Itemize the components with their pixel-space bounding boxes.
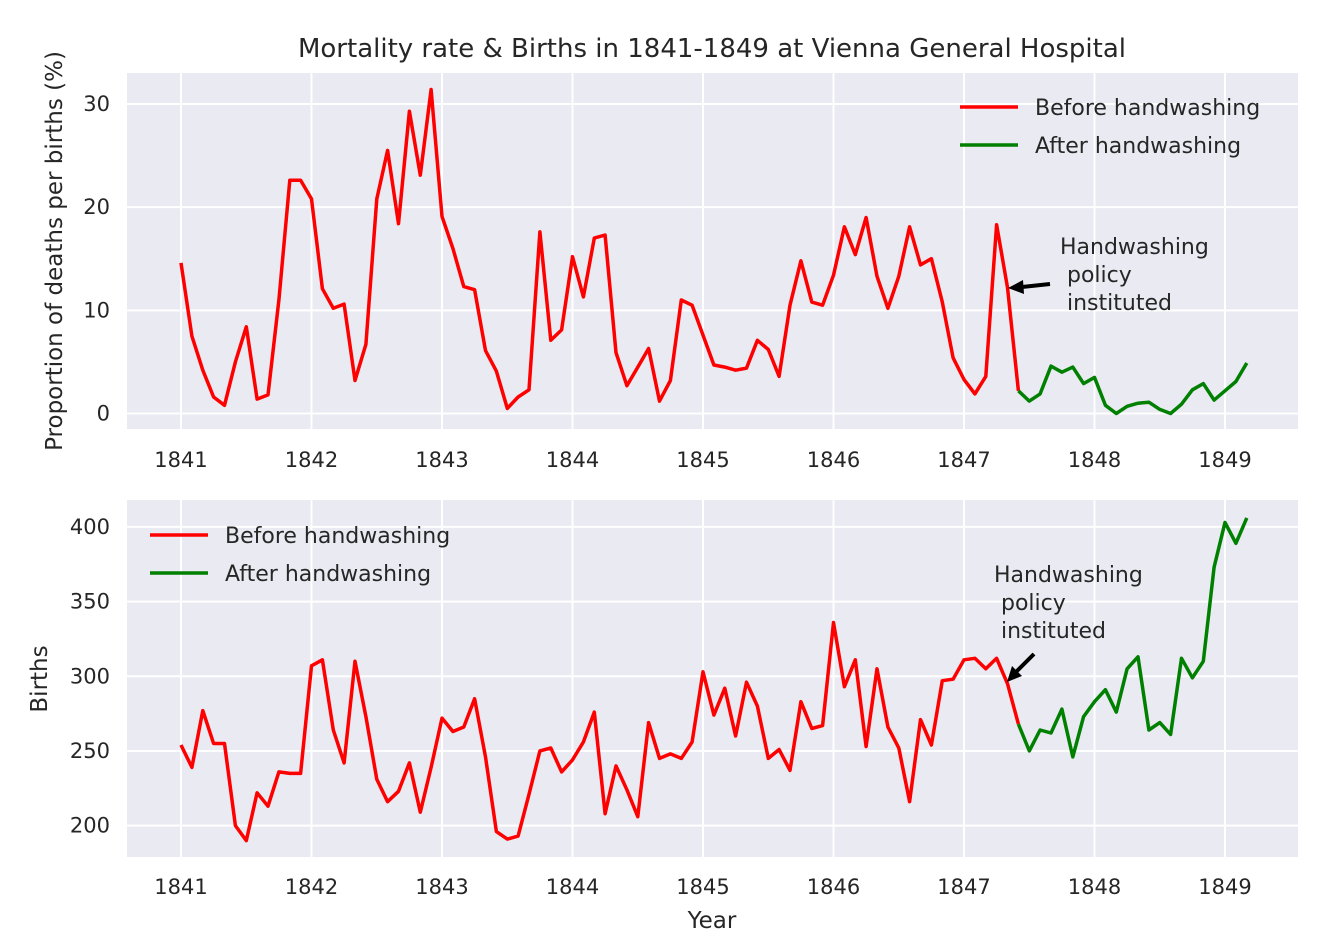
mortality-annotation-line-2: policy xyxy=(1060,263,1132,288)
x-tick-label: 1848 xyxy=(1068,448,1121,472)
births-annotation-line-3: instituted xyxy=(994,619,1106,644)
y-tick-label: 400 xyxy=(70,515,110,539)
births-annotation: Handwashing policy instituted xyxy=(994,563,1143,682)
x-tick-label: 1842 xyxy=(285,448,338,472)
y-tick-label: 10 xyxy=(83,298,110,322)
births-annotation-line-1: Handwashing xyxy=(994,563,1143,588)
x-tick-label: 1841 xyxy=(154,448,207,472)
y-tick-label: 200 xyxy=(70,814,110,838)
x-tick-label: 1849 xyxy=(1198,875,1251,899)
after-handwashing-line xyxy=(1016,517,1249,759)
births-legend-label-after: After handwashing xyxy=(225,562,431,587)
x-tick-label: 1841 xyxy=(154,875,207,899)
x-tick-label: 1845 xyxy=(676,875,729,899)
x-tick-label: 1846 xyxy=(807,448,860,472)
births-annotation-line-2: policy xyxy=(994,591,1066,616)
y-tick-label: 300 xyxy=(70,664,110,688)
mortality-y-ticks: 0 10 20 30 xyxy=(83,92,110,426)
mortality-plot: 1841 1842 1843 1844 1845 1846 1847 1848 1849 0 10… xyxy=(42,51,1298,472)
mortality-gridlines xyxy=(127,73,1298,429)
births-gridlines xyxy=(127,500,1298,857)
before-handwashing-line xyxy=(179,87,1021,411)
y-tick-label: 20 xyxy=(83,195,110,219)
before-handwashing-line xyxy=(179,620,1021,843)
mortality-annotation: Handwashing policy instituted xyxy=(1008,235,1209,316)
y-tick-label: 250 xyxy=(70,739,110,763)
y-tick-label: 350 xyxy=(70,590,110,614)
x-tick-label: 1844 xyxy=(546,875,599,899)
x-tick-label: 1849 xyxy=(1198,448,1251,472)
x-tick-label: 1847 xyxy=(937,448,990,472)
x-tick-label: 1846 xyxy=(807,875,860,899)
mortality-annotation-line-1: Handwashing xyxy=(1060,235,1209,260)
x-tick-label: 1848 xyxy=(1068,875,1121,899)
births-plot: 1841 1842 1843 1844 1845 1846 1847 1848 1849 200… xyxy=(27,500,1298,934)
y-tick-label: 30 xyxy=(83,92,110,116)
y-tick-label: 0 xyxy=(97,402,110,426)
births-x-axis-label: Year xyxy=(687,908,737,934)
x-tick-label: 1847 xyxy=(937,875,990,899)
mortality-annotation-line-3: instituted xyxy=(1060,291,1172,316)
mortality-x-ticks: 1841 1842 1843 1844 1845 1846 1847 1848 1849 xyxy=(154,448,1251,472)
mortality-annotation-arrow-shaft xyxy=(1021,282,1051,289)
x-tick-label: 1843 xyxy=(415,448,468,472)
mortality-legend-label-before: Before handwashing xyxy=(1035,96,1260,121)
mortality-y-axis-label: Proportion of deaths per births (%) xyxy=(42,51,68,451)
births-y-ticks: 200 250 300 350 400 xyxy=(70,515,110,838)
x-tick-label: 1842 xyxy=(285,875,338,899)
births-legend-label-before: Before handwashing xyxy=(225,524,450,549)
births-y-axis-label: Births xyxy=(27,645,53,712)
mortality-series xyxy=(179,87,1249,416)
mortality-plot-background xyxy=(127,73,1298,429)
x-tick-label: 1844 xyxy=(546,448,599,472)
after-handwashing-line xyxy=(1017,362,1249,416)
births-plot-background xyxy=(127,500,1298,857)
mortality-legend: Before handwashing After handwashing xyxy=(960,96,1260,159)
mortality-legend-label-after: After handwashing xyxy=(1035,134,1241,159)
x-tick-label: 1843 xyxy=(415,875,468,899)
mortality-annotation-arrow-head xyxy=(1008,280,1024,294)
chart-title: Mortality rate & Births in 1841-1849 at … xyxy=(298,34,1126,64)
births-x-ticks: 1841 1842 1843 1844 1845 1846 1847 1848 1849 xyxy=(154,875,1251,899)
x-tick-label: 1845 xyxy=(676,448,729,472)
births-annotation-arrow-shaft xyxy=(1014,652,1036,674)
births-annotation-arrow-head xyxy=(1007,666,1022,682)
births-legend: Before handwashing After handwashing xyxy=(150,524,450,587)
births-series xyxy=(179,517,1249,843)
